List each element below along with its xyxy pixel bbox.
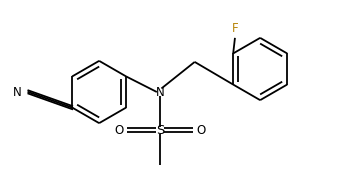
Text: N: N [13,86,22,98]
Text: O: O [197,124,206,137]
Text: N: N [156,86,164,98]
Text: S: S [156,124,164,137]
Text: O: O [114,124,123,137]
Text: F: F [232,22,238,35]
